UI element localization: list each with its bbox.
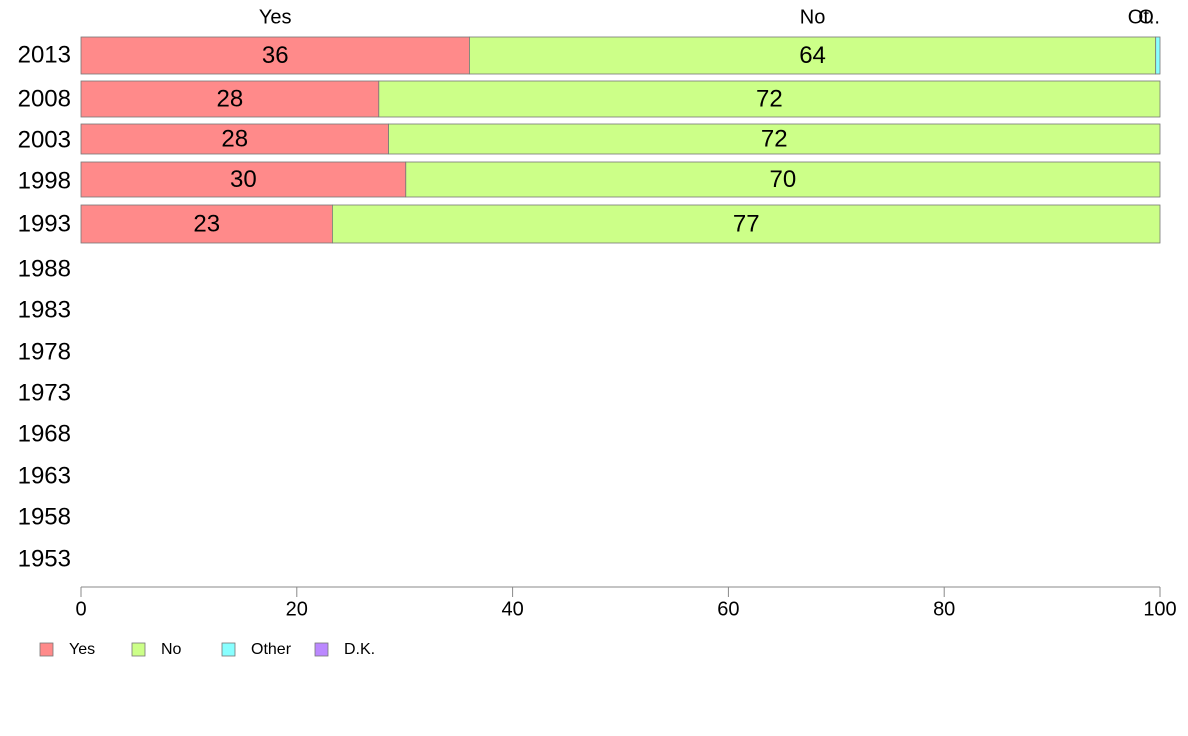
segment-top-label: No [800,6,826,28]
top-labels: Yes No OOt.. [259,6,1160,28]
year-label: 1988 [18,255,71,282]
data-label: 23 [193,211,220,238]
data-label: 30 [230,166,257,193]
year-label: 1978 [18,338,71,365]
bars: 36 64 28 72 28 72 30 70 23 77 [80,36,1161,244]
data-label: 77 [733,211,760,238]
year-label: 1998 [18,167,71,194]
year-label: 1983 [18,296,71,323]
year-label: 2013 [18,41,71,68]
bar-other [1155,36,1161,75]
x-tick-label: 0 [75,598,86,620]
bar-yes [80,161,407,198]
bar-no [469,36,1157,75]
legend-swatch-other [221,642,236,657]
x-tick-label: 80 [933,598,955,620]
data-label: 28 [217,86,244,113]
legend-swatch-no [131,642,146,657]
x-tick-label: 100 [1143,598,1176,620]
bar-yes [80,123,389,155]
year-label: 1953 [18,545,71,572]
segment-top-label: O [1138,6,1154,28]
year-label: 1973 [18,379,71,406]
data-label: 64 [799,42,826,69]
segment-top-label: Yes [259,6,292,28]
data-label: 72 [761,126,788,153]
bar-no [405,161,1161,198]
x-axis: 0 20 40 60 80 100 [75,586,1177,620]
legend-label: No [161,641,182,658]
legend-label: Other [251,641,292,658]
legend-swatch-d-k- [314,642,329,657]
legend-label: Yes [69,641,95,658]
data-label: 36 [262,42,289,69]
data-label: 28 [221,126,248,153]
x-tick-label: 20 [286,598,308,620]
year-labels: 2013 2008 2003 1998 1993 1988 1983 1978 1973 1968… [18,41,71,572]
year-label: 1963 [18,462,71,489]
legend-label: D.K. [344,641,375,658]
data-label: 70 [770,166,797,193]
legend-swatch-yes [39,642,54,657]
x-tick-label: 40 [501,598,523,620]
year-label: 1958 [18,503,71,530]
bar-yes [80,204,333,244]
year-label: 1993 [18,210,71,237]
x-tick-label: 60 [717,598,739,620]
legend: Yes No Other D.K. [39,641,375,658]
data-label: 72 [756,86,783,113]
segment-top-label: Ot.. [1128,6,1160,28]
bar-no [388,123,1161,155]
year-label: 1968 [18,420,71,447]
year-label: 2008 [18,85,71,112]
bar-no [332,204,1161,244]
year-label: 2003 [18,126,71,153]
bar-no [378,80,1161,118]
